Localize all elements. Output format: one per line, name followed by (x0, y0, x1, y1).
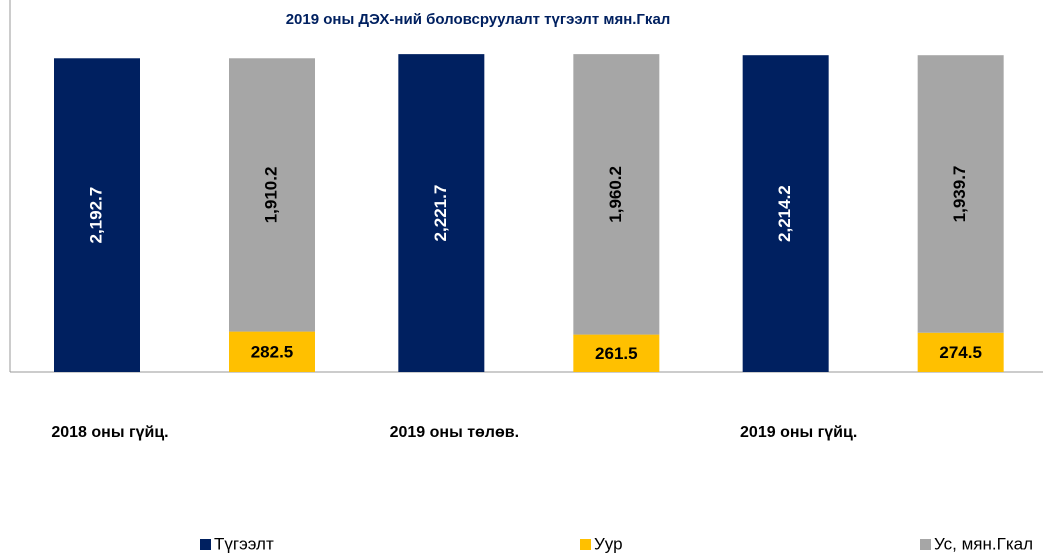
x-tick-label: 2019 оны төлөв. (390, 424, 519, 441)
bar (229, 58, 315, 332)
data-label: 1,939.7 (950, 166, 969, 223)
data-label: 2,192.7 (86, 187, 105, 244)
bar (742, 55, 829, 373)
bar (917, 332, 1004, 372)
data-label: 1,910.2 (261, 167, 280, 224)
legend-label: Ус, мян.Гкал (934, 534, 1033, 553)
legend-label: Түгээлт (214, 534, 274, 553)
legend-label: Уур (594, 534, 623, 553)
bar (573, 334, 660, 372)
legend-swatch (580, 539, 591, 550)
data-label: 274.5 (939, 343, 982, 362)
x-tick-label: 2019 оны гүйц. (740, 424, 857, 441)
data-label: 2,214.2 (775, 185, 794, 242)
chart-title: 2019 оны ДЭХ-ний боловсруулалт түгээлт м… (286, 11, 671, 28)
legend-swatch (920, 539, 931, 550)
bar (54, 58, 140, 372)
data-label: 282.5 (251, 342, 294, 361)
data-label: 2,221.7 (431, 185, 450, 242)
bar (229, 331, 315, 372)
legend-swatch (200, 539, 211, 550)
data-label: 1,960.2 (606, 166, 625, 223)
bar (398, 54, 485, 372)
data-label: 261.5 (595, 344, 638, 363)
bar (573, 54, 660, 335)
x-tick-label: 2018 оны гүйц. (51, 424, 168, 441)
bar (917, 55, 1004, 333)
